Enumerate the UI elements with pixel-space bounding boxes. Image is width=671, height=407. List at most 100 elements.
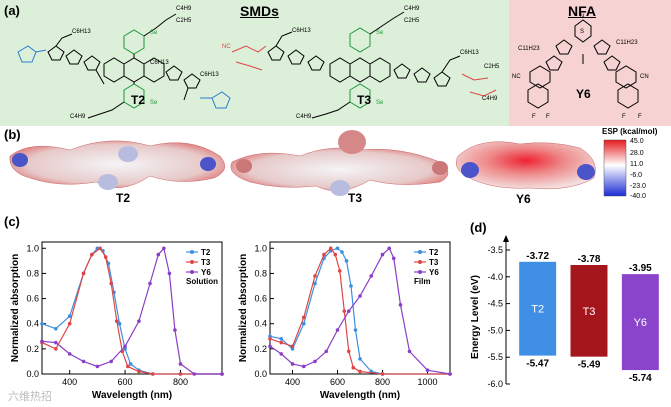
data-point-t3 [358,369,362,374]
homo-value-label: -5.74 [629,373,652,384]
data-point-t3 [137,369,141,374]
film-absorption-chart: 0.0 0.2 0.4 0.6 0.8 1.0 400 600 800 1000 Wavelengt… [238,241,452,401]
data-point-t3 [103,255,108,259]
nfa-background [509,0,671,126]
x-tick-label: 1000 [417,377,437,387]
data-point-y6 [40,339,44,344]
data-point-y6 [162,246,166,251]
data-point-y6 [387,246,392,251]
y-tick-label: -3.5 [487,245,503,255]
legend-marker [418,250,422,254]
x-axis-label: Wavelength (nm) [320,390,400,401]
data-point-t2 [40,321,44,326]
y6-f-label-4: F [638,114,642,120]
data-point-y6 [173,328,177,332]
data-point-y6 [358,294,362,298]
data-point-y6 [290,362,295,366]
t2-c4h9-label-1: C4H9 [176,6,192,12]
t3-c4h9-label-1: C4H9 [404,6,420,12]
y-axis-label: Normalized absorption [10,254,21,362]
data-point-y6 [268,344,272,349]
data-point-t3 [342,309,347,313]
y6-esp-surface [456,141,596,190]
series-line-y6 [41,247,222,375]
data-point-y6 [109,359,114,364]
t3-se-label-2: Se [376,100,384,106]
panel-b-label: (b) [4,127,21,142]
data-point-y6 [123,344,127,349]
y-tick-label: 0.0 [26,369,39,379]
esp-colorbar [603,139,627,197]
data-point-y6 [67,352,72,356]
t2-c6h13-label-3: C6H13 [200,72,219,78]
data-point-t2 [128,362,133,366]
data-point-y6 [448,372,452,376]
data-point-y6 [346,309,351,313]
y-tick-label: 1.0 [254,243,267,253]
data-point-t3 [380,372,385,376]
t2-se-label-2: Se [150,100,158,106]
legend-entry-t3: T3 [201,258,211,267]
esp-tick: 28.0 [630,150,644,157]
t2-c6h13-label-2: C6H13 [150,60,169,66]
y6-c11h23-label-2: C11H23 [616,40,638,46]
data-point-t2 [344,259,349,263]
legend-marker [418,270,422,274]
data-point-y6 [167,271,172,276]
energy-bar-y6 [621,274,659,371]
x-tick-label: 800 [375,377,390,387]
y-tick-label: 1.0 [26,243,39,253]
y6-structure-label: Y6 [576,87,591,101]
y-tick-label: -4.5 [487,299,503,309]
esp-colorbar-ticks: 45.0 28.0 11.0 -6.0 -23.0 -40.0 [630,138,646,200]
esp-maps: T2 T3 Y6 ESP (kcal/mol) 45.0 28.0 11.0 -… [9,127,658,206]
x-axis-label: Wavelength (nm) [92,390,172,401]
data-point-t3 [337,269,342,273]
x-tick-label: 800 [173,377,188,387]
y6-s-label: S [580,29,584,35]
y-tick-label: -4.0 [487,272,503,282]
t2-esp-label: T2 [116,191,130,205]
data-point-y6 [192,372,197,376]
data-point-t3 [301,315,306,320]
data-point-y6 [425,368,430,373]
y6-nc-label: NC [512,74,521,80]
data-point-t2 [67,314,72,318]
energy-bar-label-t2: T2 [531,304,544,316]
data-point-t3 [322,252,326,257]
data-point-t3 [54,347,58,351]
legend-marker [190,270,194,274]
data-point-y6 [398,303,403,307]
t3-c6h13-label-1: C6H13 [292,28,311,34]
data-point-t2 [353,328,358,332]
data-point-t2 [301,321,306,326]
data-point-t3 [150,372,155,376]
y6-f-label-2: F [546,114,550,120]
data-point-y6 [335,328,340,332]
panel-c-label: (c) [4,214,20,229]
t3-c4h9-label-3: C4H9 [482,96,498,102]
data-point-t2 [117,321,122,326]
panel-a-label: (a) [4,3,20,18]
y-tick-label: -6.0 [487,379,503,389]
series-line-t2 [269,247,450,375]
esp-colorbar-title: ESP (kcal/mol) [602,127,658,136]
energy-bar-label-t3: T3 [583,306,596,318]
t2-c6h13-label-1: C6H13 [72,29,91,35]
y-tick-label: -5.0 [487,325,503,335]
y-tick-label: 0.2 [254,344,267,354]
energy-bar-t3 [570,265,608,357]
data-point-y6 [279,352,284,356]
y-tick-label: -5.5 [487,352,503,362]
data-point-y6 [148,281,152,286]
y-tick-label: 0.6 [26,294,39,304]
y-tick-label: 0.8 [254,268,267,278]
data-point-t3 [290,344,295,349]
nfa-title: NFA [568,3,596,19]
t2-c4h9-label-2: C4H9 [70,114,86,120]
data-point-y6 [301,364,306,369]
t2-substituent-labels: C6H13 C4H9 C2H5 Se Se C4H9 C6H13 C6H13 [70,6,219,120]
data-point-t3 [98,246,102,251]
data-point-y6 [324,349,329,354]
